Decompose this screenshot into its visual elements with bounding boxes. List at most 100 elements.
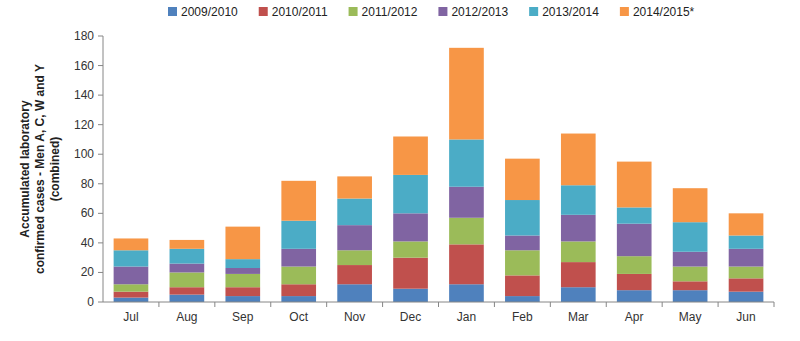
x-tick-label: Dec bbox=[400, 310, 421, 324]
bar-segment bbox=[114, 292, 149, 298]
bar-segment bbox=[114, 267, 149, 285]
x-tick bbox=[214, 302, 215, 307]
bar-segment bbox=[225, 259, 260, 268]
y-tick-label: 140 bbox=[74, 88, 94, 102]
x-tick bbox=[550, 302, 551, 307]
bar-segment bbox=[673, 281, 708, 290]
bar-segment bbox=[225, 227, 260, 260]
legend-swatch bbox=[259, 7, 268, 16]
bar-segment bbox=[505, 296, 540, 302]
bar-segment bbox=[673, 188, 708, 222]
bar-segment bbox=[281, 249, 316, 267]
bar-segment bbox=[617, 224, 652, 257]
bar-segment bbox=[170, 240, 205, 249]
y-tick-label: 120 bbox=[74, 118, 94, 132]
bar-segment bbox=[505, 236, 540, 251]
y-tick-label: 60 bbox=[81, 206, 95, 220]
y-tick-label: 100 bbox=[74, 147, 94, 161]
bar-segment bbox=[114, 250, 149, 266]
bar-segment bbox=[617, 290, 652, 302]
y-axis-label: (combined) bbox=[48, 137, 62, 202]
bar-segment bbox=[337, 225, 372, 250]
bar-segment bbox=[729, 292, 764, 302]
bar-segment bbox=[729, 213, 764, 235]
y-tick-label: 20 bbox=[81, 265, 95, 279]
bar-segment bbox=[393, 175, 428, 213]
x-tick-label: Aug bbox=[176, 310, 197, 324]
x-tick bbox=[438, 302, 439, 307]
legend-label: 2011/2012 bbox=[362, 5, 418, 19]
bar-segment bbox=[225, 296, 260, 302]
bar-segment bbox=[449, 244, 484, 284]
y-tick-label: 0 bbox=[87, 295, 94, 309]
legend-label: 2010/2011 bbox=[272, 5, 328, 19]
chart: 020406080100120140160180JulAugSepOctNovD… bbox=[0, 0, 800, 341]
y-axis bbox=[103, 36, 104, 302]
bar-segment bbox=[673, 252, 708, 267]
x-tick bbox=[326, 302, 327, 307]
bar-segment bbox=[114, 298, 149, 302]
bar-segment bbox=[170, 287, 205, 294]
y-tick bbox=[98, 242, 103, 243]
y-tick-label: 180 bbox=[74, 29, 94, 43]
bar-segment bbox=[114, 238, 149, 250]
bar-segment bbox=[170, 264, 205, 273]
bar-segment bbox=[617, 207, 652, 223]
bar-segment bbox=[170, 249, 205, 264]
bar-segment bbox=[393, 213, 428, 241]
bar-segment bbox=[449, 139, 484, 186]
bar-segment bbox=[673, 267, 708, 282]
bar-segment bbox=[170, 295, 205, 302]
legend-label: 2014/2015* bbox=[633, 5, 695, 19]
bar-segment bbox=[393, 289, 428, 302]
bar-segment bbox=[729, 249, 764, 267]
x-tick-label: Feb bbox=[512, 310, 533, 324]
legend-label: 2012/2013 bbox=[451, 5, 508, 19]
bar-segment bbox=[673, 290, 708, 302]
x-tick bbox=[158, 302, 159, 307]
x-tick bbox=[494, 302, 495, 307]
bar-segment bbox=[505, 159, 540, 200]
bar-segment bbox=[281, 267, 316, 285]
y-tick bbox=[98, 213, 103, 214]
y-tick bbox=[98, 36, 103, 37]
legend-swatch bbox=[168, 7, 177, 16]
bar-segment bbox=[617, 274, 652, 290]
bar-segment bbox=[561, 287, 596, 302]
bar-segment bbox=[337, 284, 372, 302]
bars bbox=[114, 48, 764, 302]
y-tick bbox=[98, 124, 103, 125]
bar-segment bbox=[561, 215, 596, 242]
bar-segment bbox=[617, 162, 652, 208]
y-tick-label: 160 bbox=[74, 59, 94, 73]
bar-segment bbox=[617, 256, 652, 274]
bar-segment bbox=[281, 181, 316, 221]
y-tick bbox=[98, 154, 103, 155]
y-tick bbox=[98, 302, 103, 303]
x-tick-label: Sep bbox=[232, 310, 254, 324]
x-tick-label: Jun bbox=[736, 310, 755, 324]
bar-segment bbox=[393, 136, 428, 174]
x-tick-label: Oct bbox=[289, 310, 308, 324]
bar-segment bbox=[561, 262, 596, 287]
x-tick-label: Jan bbox=[457, 310, 476, 324]
bar-segment bbox=[225, 268, 260, 274]
bar-segment bbox=[281, 296, 316, 302]
y-tick bbox=[98, 65, 103, 66]
bar-segment bbox=[505, 275, 540, 296]
y-tick bbox=[98, 95, 103, 96]
bar-segment bbox=[337, 199, 372, 226]
bar-segment bbox=[337, 176, 372, 198]
y-tick-label: 80 bbox=[81, 177, 95, 191]
bar-segment bbox=[449, 284, 484, 302]
legend-swatch bbox=[438, 7, 447, 16]
bar-segment bbox=[281, 284, 316, 296]
bar-segment bbox=[449, 187, 484, 218]
bar-segment bbox=[729, 278, 764, 291]
x-tick bbox=[606, 302, 607, 307]
x-tick-label: May bbox=[679, 310, 702, 324]
bar-segment bbox=[505, 200, 540, 235]
x-tick-label: Mar bbox=[568, 310, 589, 324]
x-tick-label: Jul bbox=[123, 310, 138, 324]
bar-segment bbox=[114, 284, 149, 291]
